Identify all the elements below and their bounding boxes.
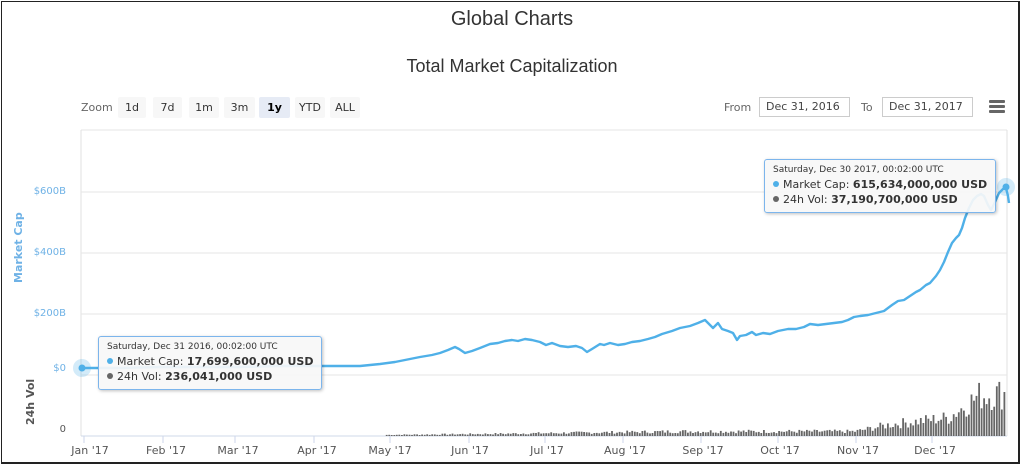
tooltip-market-cap-value: 615,634,000,000 USD [852,178,988,191]
zoom-button-1m[interactable]: 1m [189,97,219,118]
tooltip-vol-value: 236,041,000 USD [165,370,273,383]
tooltip-vol-label: 24h Vol: [783,193,828,206]
x-tick-jul: Jul '17 [530,444,564,457]
zoom-button-all[interactable]: ALL [330,97,360,118]
vol-tick-0: 0 [59,424,66,435]
volume-bars [385,381,1006,436]
tooltip-start: Saturday, Dec 31 2016, 00:02:00 UTC Mark… [98,336,323,390]
point-marker-start[interactable] [78,364,86,372]
tooltip-vol-value: 37,190,700,000 USD [831,193,958,206]
volume-dot-icon [773,196,779,202]
zoom-button-1y[interactable]: 1y [259,97,290,118]
chart-title: Total Market Capitalization [406,56,618,76]
page-title: Global Charts [450,8,574,30]
x-axis-ticks [83,436,933,443]
volume-dot-icon [107,373,113,379]
to-label: To [861,101,873,114]
hamburger-menu-icon[interactable] [989,100,1005,114]
x-tick-nov: Nov '17 [837,444,879,457]
x-tick-jan: Jan '17 [71,444,109,457]
tooltip-date: Saturday, Dec 30 2017, 00:02:00 UTC [773,165,944,175]
y-tick-200b: $200B [33,308,66,319]
zoom-button-7d[interactable]: 7d [153,97,182,118]
zoom-button-1d[interactable]: 1d [118,97,146,118]
tooltip-date: Saturday, Dec 31 2016, 00:02:00 UTC [107,342,278,352]
x-tick-feb: Feb '17 [146,444,186,457]
zoom-label: Zoom [81,101,113,114]
tooltip-market-cap-label: Market Cap: [783,178,850,191]
x-tick-aug: Aug '17 [604,444,646,457]
to-date-input[interactable]: Dec 31, 2017 [882,97,973,117]
zoom-button-ytd[interactable]: YTD [295,97,325,118]
x-tick-dec: Dec '17 [914,444,956,457]
x-tick-sep: Sep '17 [682,444,724,457]
x-tick-mar: Mar '17 [217,444,259,457]
x-tick-jun: Jun '17 [451,444,489,457]
market-cap-line [82,186,1011,370]
from-label: From [724,101,752,114]
y-tick-0: $0 [53,363,66,374]
market-cap-dot-icon [773,181,779,187]
tooltip-vol-label: 24h Vol: [117,370,162,383]
y-tick-400b: $400B [33,247,66,258]
tooltip-end: Saturday, Dec 30 2017, 00:02:00 UTC Mark… [764,159,997,213]
tooltip-market-cap-label: Market Cap: [117,355,184,368]
tooltip-market-cap-value: 17,699,600,000 USD [186,355,314,368]
y-tick-600b: $600B [33,186,66,197]
x-tick-may: May '17 [368,444,412,457]
market-cap-dot-icon [107,358,113,364]
zoom-button-3m[interactable]: 3m [224,97,255,118]
x-tick-oct: Oct '17 [760,444,800,457]
x-tick-apr: Apr '17 [297,444,337,457]
point-marker-end[interactable] [1002,183,1010,191]
from-date-input[interactable]: Dec 31, 2016 [759,97,850,117]
